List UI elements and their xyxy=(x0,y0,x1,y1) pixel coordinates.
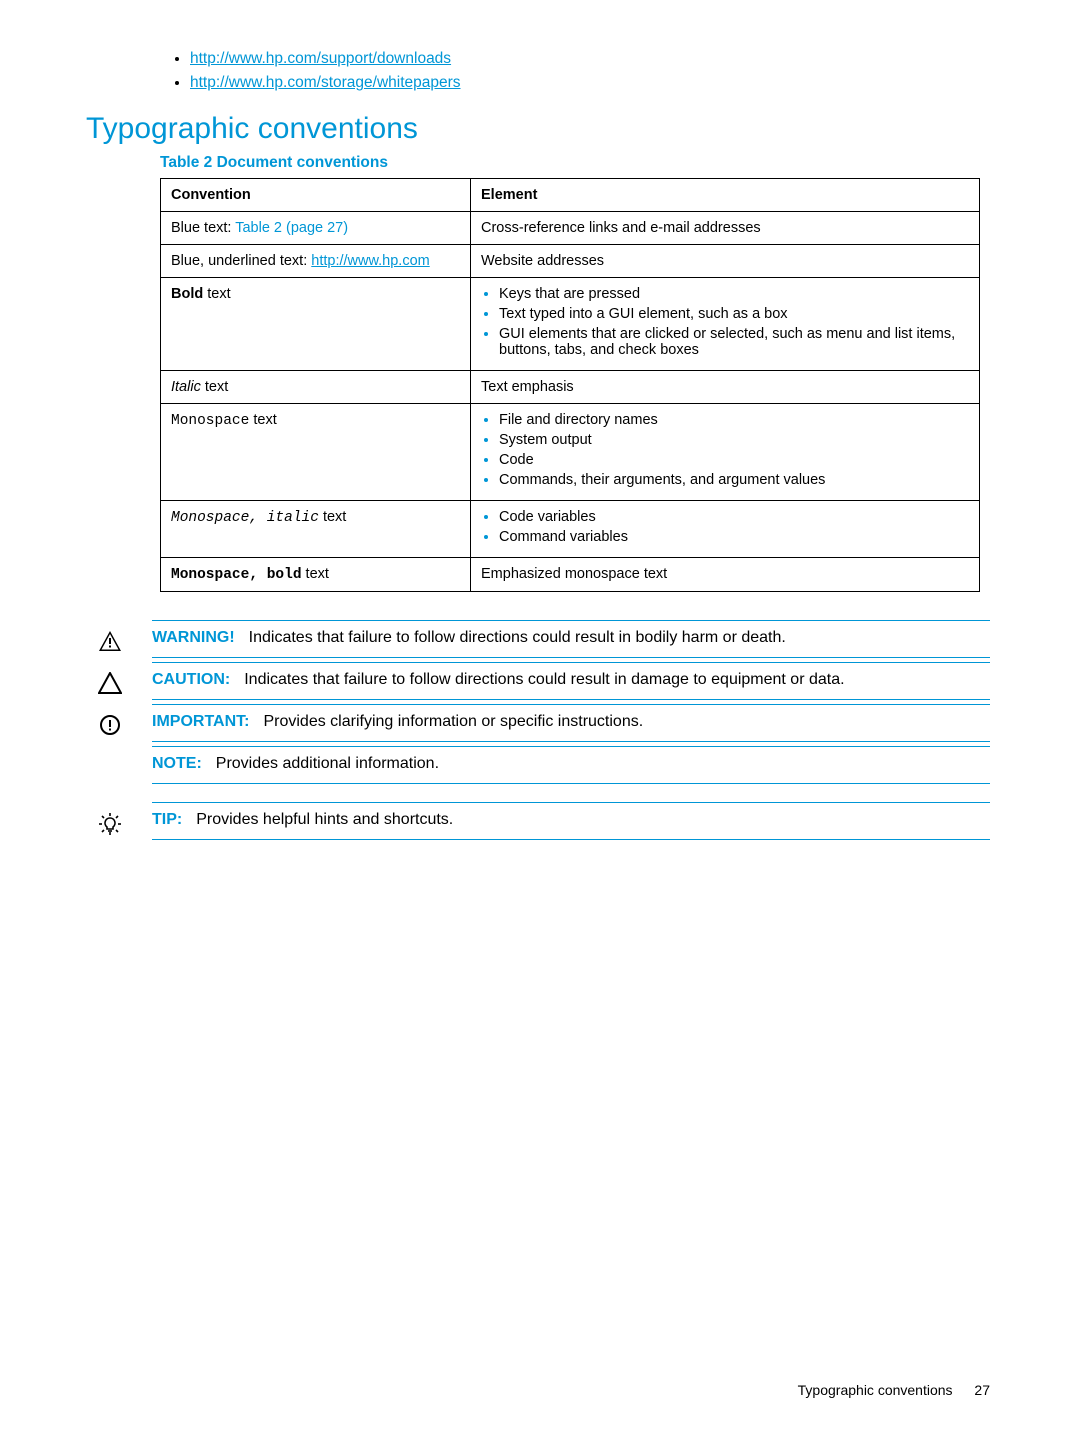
conv-suffix: text xyxy=(249,412,276,428)
table-row: Italic text Text emphasis xyxy=(161,371,980,404)
col-header-element: Element xyxy=(471,179,980,212)
cell-element: Code variables Command variables xyxy=(471,501,980,558)
note-text: Provides additional information. xyxy=(216,755,439,772)
page-number: 27 xyxy=(974,1382,990,1398)
monospace-italic-sample: Monospace, italic xyxy=(171,510,319,526)
conv-suffix: text xyxy=(203,286,230,302)
important-icon xyxy=(90,704,130,736)
callout-body: TIP: Provides helpful hints and shortcuts… xyxy=(152,802,990,840)
table-row: Bold text Keys that are pressed Text typ… xyxy=(161,278,980,371)
list-item: Command variables xyxy=(499,529,969,545)
list-item: Code xyxy=(499,452,969,468)
conv-suffix: text xyxy=(302,566,329,582)
list-item: http://www.hp.com/storage/whitepapers xyxy=(190,74,990,92)
list-item: Text typed into a GUI element, such as a… xyxy=(499,306,969,322)
list-item: http://www.hp.com/support/downloads xyxy=(190,50,990,68)
cell-convention: Blue text: Table 2 (page 27) xyxy=(161,212,471,245)
website-link[interactable]: http://www.hp.com xyxy=(311,253,429,269)
tip-callout: TIP: Provides helpful hints and shortcuts… xyxy=(90,802,990,840)
note-callout: NOTE: Provides additional information. xyxy=(90,746,990,784)
page-footer: Typographic conventions 27 xyxy=(798,1382,990,1398)
caution-callout: CAUTION: Indicates that failure to follow… xyxy=(90,662,990,700)
important-callout: IMPORTANT: Provides clarifying informatio… xyxy=(90,704,990,742)
element-list: Keys that are pressed Text typed into a … xyxy=(499,286,969,358)
callout-body: CAUTION: Indicates that failure to follow… xyxy=(152,662,990,700)
caution-icon xyxy=(90,662,130,694)
caution-text: Indicates that failure to follow directi… xyxy=(244,671,844,688)
warning-callout: WARNING! Indicates that failure to follow… xyxy=(90,620,990,658)
conventions-table: Convention Element Blue text: Table 2 (p… xyxy=(160,178,980,592)
table-row: Blue, underlined text: http://www.hp.com… xyxy=(161,245,980,278)
caution-label: CAUTION: xyxy=(152,671,230,688)
list-item: GUI elements that are clicked or selecte… xyxy=(499,326,969,358)
monospace-sample: Monospace xyxy=(171,413,249,429)
callout-body: IMPORTANT: Provides clarifying informatio… xyxy=(152,704,990,742)
cell-element: Cross-reference links and e-mail address… xyxy=(471,212,980,245)
footer-section: Typographic conventions xyxy=(798,1382,953,1398)
important-label: IMPORTANT: xyxy=(152,713,249,730)
conv-suffix: text xyxy=(319,509,346,525)
support-downloads-link[interactable]: http://www.hp.com/support/downloads xyxy=(190,50,451,67)
table-header-row: Convention Element xyxy=(161,179,980,212)
conv-prefix: Blue, underlined text: xyxy=(171,253,311,269)
cell-convention: Monospace, bold text xyxy=(161,558,471,592)
bold-sample: Bold xyxy=(171,286,203,302)
list-item: Keys that are pressed xyxy=(499,286,969,302)
related-links-list: http://www.hp.com/support/downloads http… xyxy=(160,50,990,92)
cross-ref-link[interactable]: Table 2 (page 27) xyxy=(235,220,348,236)
list-item: Commands, their arguments, and argument … xyxy=(499,472,969,488)
element-list: Code variables Command variables xyxy=(499,509,969,545)
tip-icon xyxy=(90,802,130,836)
important-text: Provides clarifying information or speci… xyxy=(263,713,643,730)
callout-body: NOTE: Provides additional information. xyxy=(152,746,990,784)
cell-convention: Monospace text xyxy=(161,404,471,501)
monospace-bold-sample: Monospace, bold xyxy=(171,567,302,583)
warning-text: Indicates that failure to follow directi… xyxy=(249,629,786,646)
cell-element: Website addresses xyxy=(471,245,980,278)
list-item: Code variables xyxy=(499,509,969,525)
conv-prefix: Blue text: xyxy=(171,220,235,236)
cell-convention: Bold text xyxy=(161,278,471,371)
tip-label: TIP: xyxy=(152,811,182,828)
note-icon-empty xyxy=(90,746,130,756)
cell-convention: Monospace, italic text xyxy=(161,501,471,558)
callout-body: WARNING! Indicates that failure to follow… xyxy=(152,620,990,658)
callouts: WARNING! Indicates that failure to follow… xyxy=(90,620,990,840)
conv-suffix: text xyxy=(201,379,228,395)
col-header-convention: Convention xyxy=(161,179,471,212)
warning-label: WARNING! xyxy=(152,629,235,646)
section-title: Typographic conventions xyxy=(86,112,990,146)
cell-element: Emphasized monospace text xyxy=(471,558,980,592)
cell-element: Keys that are pressed Text typed into a … xyxy=(471,278,980,371)
element-list: File and directory names System output C… xyxy=(499,412,969,488)
cell-element: File and directory names System output C… xyxy=(471,404,980,501)
tip-text: Provides helpful hints and shortcuts. xyxy=(196,811,453,828)
cell-convention: Italic text xyxy=(161,371,471,404)
italic-sample: Italic xyxy=(171,379,201,395)
table-row: Blue text: Table 2 (page 27) Cross-refer… xyxy=(161,212,980,245)
storage-whitepapers-link[interactable]: http://www.hp.com/storage/whitepapers xyxy=(190,74,461,91)
table-row: Monospace, italic text Code variables Co… xyxy=(161,501,980,558)
list-item: File and directory names xyxy=(499,412,969,428)
cell-element: Text emphasis xyxy=(471,371,980,404)
list-item: System output xyxy=(499,432,969,448)
warning-icon xyxy=(90,620,130,652)
table-row: Monospace text File and directory names … xyxy=(161,404,980,501)
table-caption: Table 2 Document conventions xyxy=(160,154,990,172)
cell-convention: Blue, underlined text: http://www.hp.com xyxy=(161,245,471,278)
table-row: Monospace, bold text Emphasized monospac… xyxy=(161,558,980,592)
note-label: NOTE: xyxy=(152,755,202,772)
